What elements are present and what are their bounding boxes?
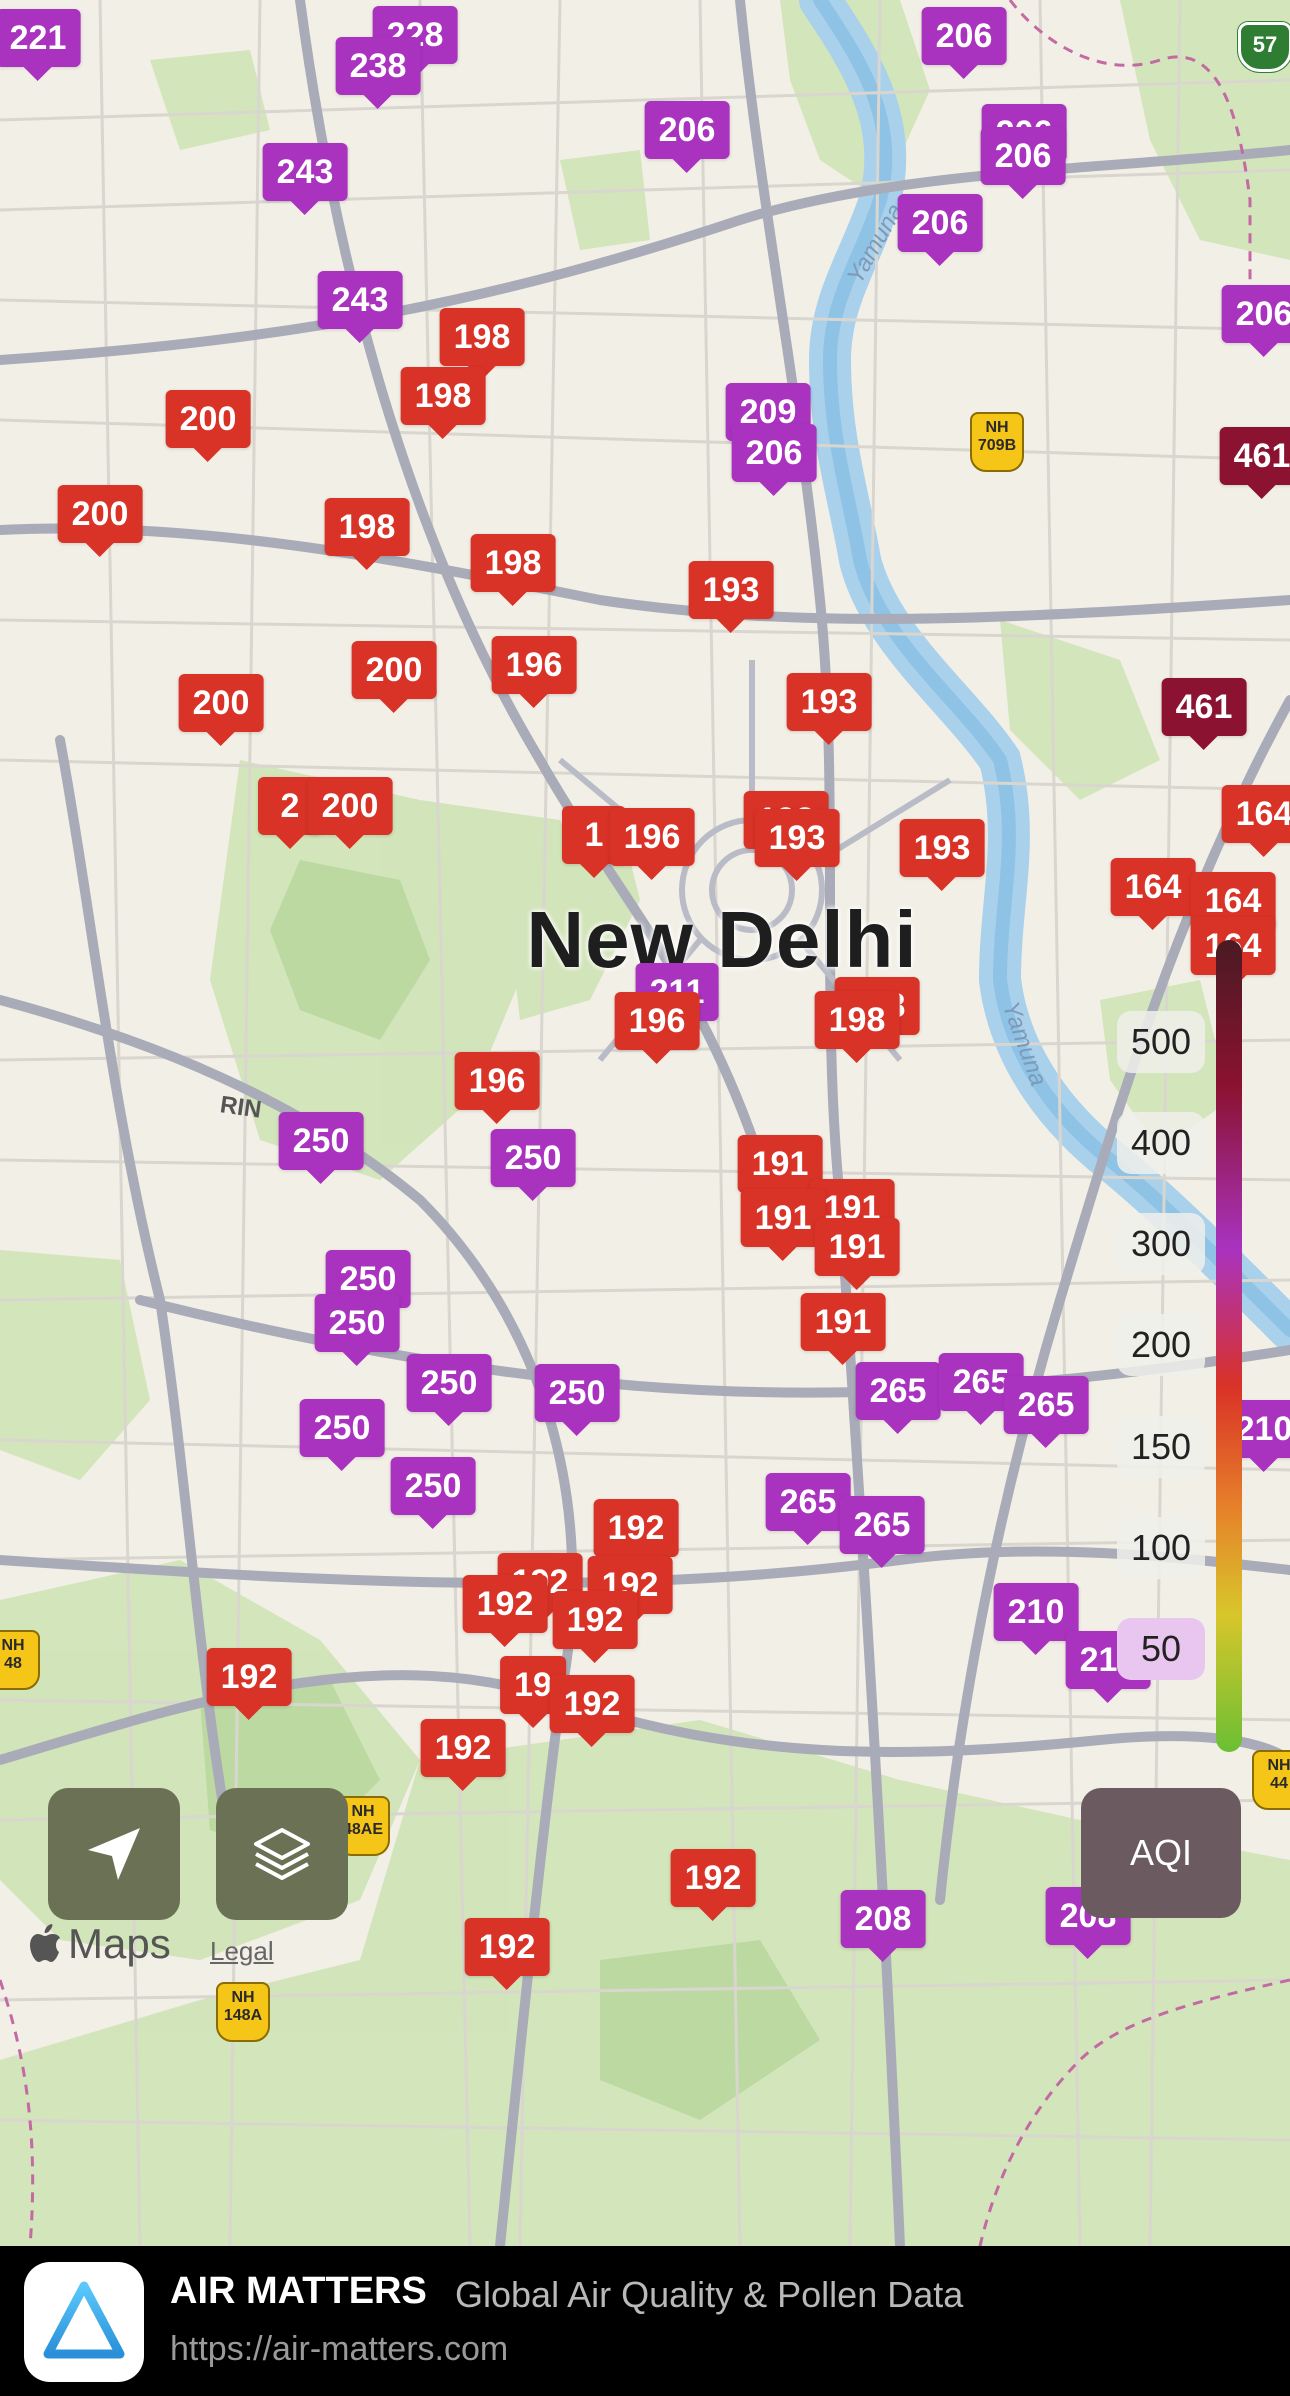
legal-link[interactable]: Legal	[210, 1936, 274, 1966]
aqi-marker[interactable]: 206	[921, 7, 1007, 79]
aqi-marker[interactable]: 191	[740, 1189, 826, 1261]
legend-level-100: 100	[1117, 1517, 1205, 1579]
aqi-marker[interactable]: 196	[491, 636, 577, 708]
aqi-marker[interactable]: 206	[897, 194, 983, 266]
apple-maps-logo: Maps	[30, 1920, 171, 1968]
aqi-marker[interactable]: 192	[420, 1719, 506, 1791]
aqi-marker[interactable]: 200	[307, 777, 393, 849]
aqi-marker[interactable]: 198	[324, 498, 410, 570]
aqi-marker[interactable]: 250	[490, 1129, 576, 1201]
aqi-marker[interactable]: 250	[314, 1294, 400, 1366]
aqi-marker[interactable]: 200	[57, 485, 143, 557]
legend-level-50: 50	[1117, 1618, 1205, 1680]
aqi-marker[interactable]: 250	[406, 1354, 492, 1426]
aqi-marker[interactable]: 192	[464, 1918, 550, 1990]
aqi-marker[interactable]: 193	[754, 809, 840, 881]
aqi-marker[interactable]: 196	[614, 992, 700, 1064]
map-view[interactable]: New Delhi Yamuna Yamuna RIN 221 228 238 206…	[0, 0, 1290, 2246]
aqi-marker[interactable]: 250	[299, 1399, 385, 1471]
aqi-marker[interactable]: 192	[462, 1575, 548, 1647]
road-label-ring: RIN	[218, 1091, 264, 1124]
aqi-marker[interactable]: 198	[814, 991, 900, 1063]
aqi-marker[interactable]: 243	[262, 143, 348, 215]
aqi-marker[interactable]: 265	[839, 1496, 925, 1568]
aqi-marker[interactable]: 206	[980, 127, 1066, 199]
air-matters-logo-icon	[43, 2281, 125, 2359]
aqi-color-scale	[1216, 940, 1242, 1752]
aqi-marker[interactable]: 164	[1110, 858, 1196, 930]
aqi-marker[interactable]: 206	[1221, 285, 1290, 357]
aqi-marker[interactable]: 198	[439, 308, 525, 380]
aqi-marker[interactable]: 164	[1221, 785, 1290, 857]
aqi-marker[interactable]: 265	[1003, 1376, 1089, 1448]
aqi-marker[interactable]: 200	[351, 641, 437, 713]
city-label-new-delhi: New Delhi	[526, 895, 918, 984]
highway-shield: NH 709B	[970, 412, 1024, 472]
aqi-marker[interactable]: 193	[786, 673, 872, 745]
aqi-marker[interactable]: 200	[178, 674, 264, 746]
legend-level-150: 150	[1117, 1416, 1205, 1478]
aqi-marker[interactable]: 250	[390, 1457, 476, 1529]
highway-shield: NH 44	[1252, 1750, 1290, 1810]
map-layers-button[interactable]	[216, 1788, 348, 1920]
aqi-marker[interactable]: 206	[731, 424, 817, 496]
aqi-marker[interactable]: 191	[814, 1218, 900, 1290]
maps-logo-text: Maps	[68, 1920, 171, 1967]
aqi-marker[interactable]: 250	[278, 1112, 364, 1184]
aqi-marker[interactable]: 221	[0, 9, 81, 81]
aqi-marker[interactable]: 192	[593, 1499, 679, 1571]
legend-level-300: 300	[1117, 1213, 1205, 1275]
aqi-marker[interactable]: 198	[400, 367, 486, 439]
aqi-marker[interactable]: 265	[855, 1362, 941, 1434]
banner-url[interactable]: https://air-matters.com	[170, 2330, 509, 2368]
aqi-marker[interactable]: 196	[454, 1052, 540, 1124]
aqi-marker[interactable]: 198	[470, 534, 556, 606]
aqi-marker[interactable]: 210	[993, 1583, 1079, 1655]
legend-level-400: 400	[1117, 1112, 1205, 1174]
aqi-marker[interactable]: 238	[335, 37, 421, 109]
current-location-button[interactable]	[48, 1788, 180, 1920]
aqi-marker[interactable]: 192	[670, 1849, 756, 1921]
banner-app-name: AIR MATTERS	[170, 2270, 427, 2312]
aqi-marker[interactable]: 193	[899, 819, 985, 891]
legend-level-500: 500	[1117, 1011, 1205, 1073]
highway-shield: 57	[1238, 22, 1290, 72]
layers-icon	[254, 1828, 310, 1880]
aqi-marker[interactable]: 250	[534, 1364, 620, 1436]
aqi-layer-button[interactable]: AQI	[1081, 1788, 1241, 1918]
aqi-marker[interactable]: 200	[165, 390, 251, 462]
air-matters-app-icon	[24, 2262, 144, 2382]
aqi-marker[interactable]: 192	[549, 1675, 635, 1747]
aqi-marker[interactable]: 208	[840, 1890, 926, 1962]
aqi-marker[interactable]: 193	[688, 561, 774, 633]
aqi-marker[interactable]: 192	[552, 1591, 638, 1663]
aqi-marker[interactable]: 461	[1219, 427, 1290, 499]
apple-icon	[30, 1924, 60, 1962]
map-base	[0, 0, 1290, 2246]
banner-tagline: Global Air Quality & Pollen Data	[455, 2274, 964, 2315]
aqi-marker[interactable]: 265	[765, 1473, 851, 1545]
highway-shield: NH 48	[0, 1630, 40, 1690]
location-arrow-icon	[88, 1828, 140, 1880]
aqi-marker[interactable]: 206	[644, 101, 730, 173]
app-banner[interactable]: AIR MATTERS Global Air Quality & Pollen …	[0, 2246, 1290, 2396]
aqi-marker[interactable]: 191	[800, 1293, 886, 1365]
aqi-marker[interactable]: 196	[609, 808, 695, 880]
aqi-marker[interactable]: 461	[1161, 678, 1247, 750]
legend-level-200: 200	[1117, 1314, 1205, 1376]
aqi-marker[interactable]: 243	[317, 271, 403, 343]
highway-shield: NH 148A	[216, 1982, 270, 2042]
aqi-marker[interactable]: 192	[206, 1648, 292, 1720]
